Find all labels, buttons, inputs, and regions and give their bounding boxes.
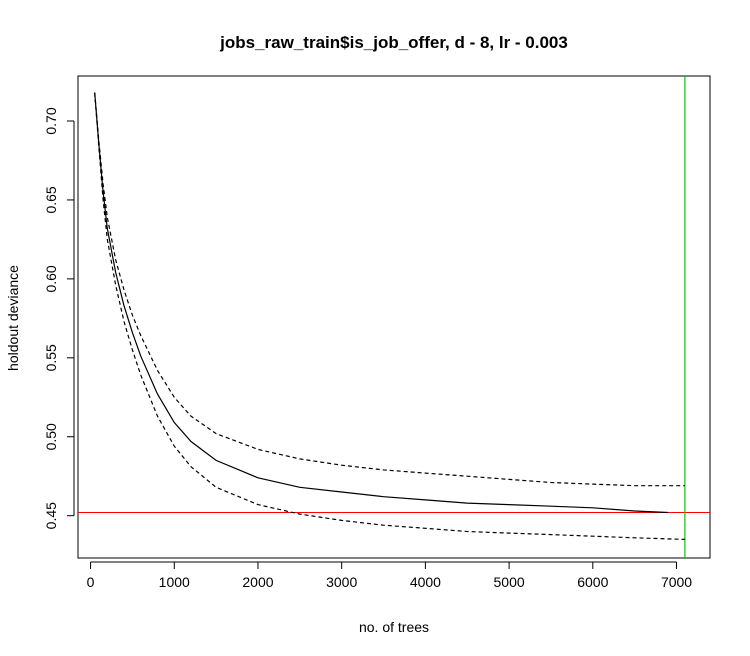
reference-lines (78, 76, 710, 558)
chart-title: jobs_raw_train$is_job_offer, d - 8, lr -… (219, 33, 568, 52)
x-tick-label: 3000 (326, 574, 357, 590)
x-tick-label: 4000 (410, 574, 441, 590)
y-tick-label: 0.65 (43, 186, 59, 213)
dashed-series-line-2 (94, 92, 685, 540)
x-tick-label: 5000 (494, 574, 525, 590)
x-axis-label: no. of trees (359, 619, 429, 635)
y-axis-label: holdout deviance (5, 265, 21, 371)
plot-frame (77, 75, 711, 559)
series-lines (94, 92, 685, 540)
y-tick-label: 0.60 (43, 265, 59, 292)
dashed-series-line-1 (94, 92, 685, 487)
x-tick-label: 2000 (242, 574, 273, 590)
y-tick-label: 0.70 (43, 107, 59, 134)
solid-series-line (94, 92, 669, 514)
x-tick-label: 1000 (159, 574, 190, 590)
plot-area (77, 75, 711, 559)
y-tick-label: 0.55 (43, 344, 59, 371)
x-tick-label: 7000 (661, 574, 692, 590)
axes: 0 1000 2000 3000 4000 5000 6000 7000 0.45 0.50 0.5… (43, 107, 692, 590)
x-tick-label: 6000 (577, 574, 608, 590)
y-tick-label: 0.50 (43, 423, 59, 450)
x-tick-label: 0 (87, 574, 95, 590)
y-tick-label: 0.45 (43, 502, 59, 529)
